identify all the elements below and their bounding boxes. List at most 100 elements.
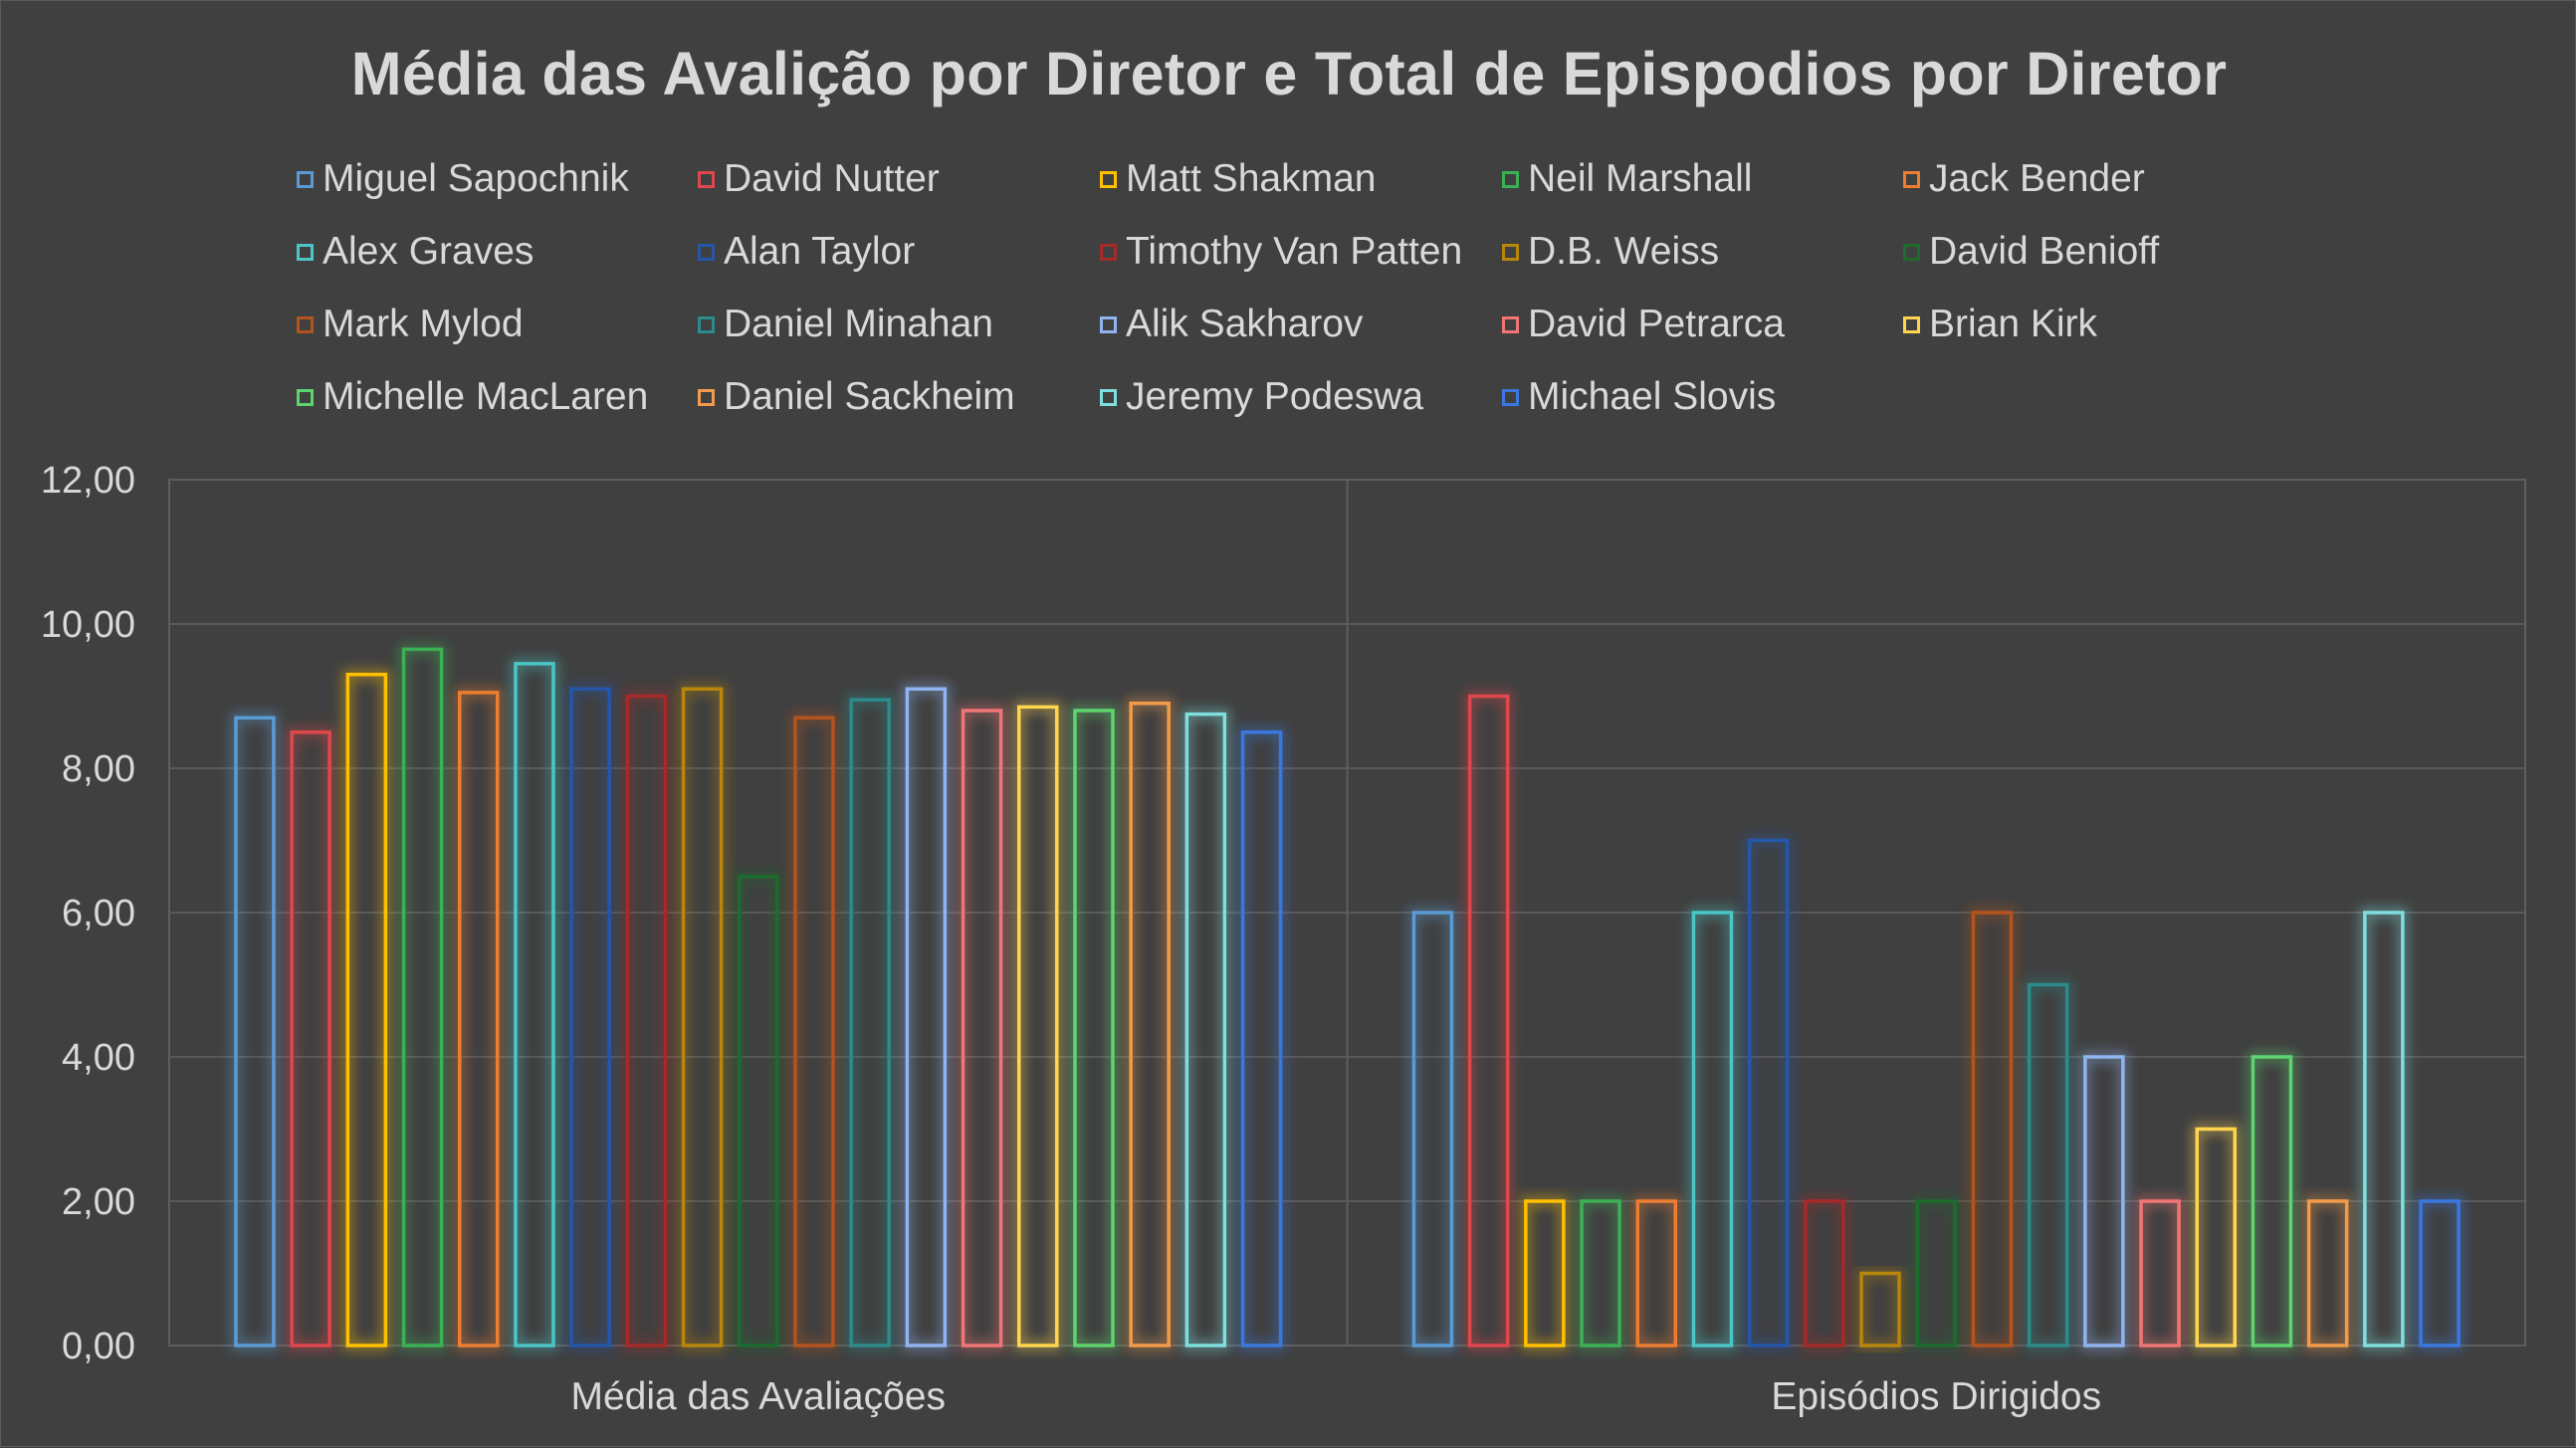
bar-glow	[2136, 1196, 2185, 1350]
bar-glow	[287, 726, 335, 1350]
y-tick-label: 12,00	[41, 460, 135, 502]
bar-glow	[2359, 908, 2408, 1350]
legend-label: Michael Slovis	[1528, 375, 1777, 418]
legend-item-jack-bender[interactable]: Jack Bender	[1903, 154, 2145, 204]
legend-item-david-nutter[interactable]: David Nutter	[698, 154, 940, 204]
bar-glow	[1408, 908, 1457, 1350]
bar-glow	[1744, 835, 1793, 1350]
bar-glow	[846, 695, 895, 1350]
legend-label: David Benioff	[1929, 230, 2160, 273]
legend-swatch	[698, 170, 715, 188]
bar-d-b-weiss-media-das-avaliacoes	[681, 687, 724, 1347]
legend-swatch	[1100, 243, 1117, 261]
bar-glow	[1688, 908, 1737, 1350]
bar-glow	[342, 669, 391, 1350]
bar-mark-mylod-episodios-dirigidos	[1971, 911, 2014, 1347]
legend-item-david-benioff[interactable]: David Benioff	[1903, 227, 2159, 277]
legend-label: Timothy Van Patten	[1126, 230, 1463, 273]
legend-swatch	[1903, 315, 1920, 333]
legend-swatch	[1903, 243, 1920, 261]
legend-item-michael-slovis[interactable]: Michael Slovis	[1502, 372, 1776, 422]
legend-item-mark-mylod[interactable]: Mark Mylod	[297, 300, 524, 349]
bar-mark-mylod-media-das-avaliacoes	[793, 716, 835, 1347]
bar-glow	[1912, 1196, 1961, 1350]
legend-item-d-b-weiss[interactable]: D.B. Weiss	[1502, 227, 1719, 277]
legend-item-david-petrarca[interactable]: David Petrarca	[1502, 300, 1785, 349]
legend-item-daniel-minahan[interactable]: Daniel Minahan	[698, 300, 993, 349]
legend-label: Neil Marshall	[1528, 157, 1753, 200]
bar-david-petrarca-media-das-avaliacoes	[961, 709, 1003, 1347]
bar-glow	[958, 706, 1006, 1350]
y-tick-label: 2,00	[62, 1181, 135, 1223]
legend-swatch	[1502, 170, 1519, 188]
bar-glow	[1464, 691, 1513, 1350]
legend-swatch	[698, 315, 715, 333]
legend-item-brian-kirk[interactable]: Brian Kirk	[1903, 300, 2097, 349]
bar-glow	[2024, 979, 2072, 1350]
legend-label: Alex Graves	[322, 230, 535, 273]
bar-glow	[1800, 1196, 1848, 1350]
legend-swatch	[1502, 243, 1519, 261]
bar-michelle-maclaren-media-das-avaliacoes	[1073, 709, 1115, 1347]
bar-daniel-minahan-episodios-dirigidos	[2027, 982, 2069, 1347]
y-tick-label: 8,00	[62, 748, 135, 790]
legend-item-matt-shakman[interactable]: Matt Shakman	[1100, 154, 1376, 204]
legend-item-alan-taylor[interactable]: Alan Taylor	[698, 227, 915, 277]
bar-glow	[398, 644, 447, 1350]
y-tick-label: 6,00	[62, 893, 135, 934]
legend-label: Michelle MacLaren	[322, 375, 649, 418]
legend-label: David Nutter	[724, 157, 940, 200]
legend-swatch	[1903, 170, 1920, 188]
bar-david-benioff-media-das-avaliacoes	[738, 875, 779, 1347]
bar-brian-kirk-episodios-dirigidos	[2195, 1127, 2237, 1347]
bar-glow	[454, 687, 503, 1350]
bar-daniel-sackheim-media-das-avaliacoes	[1129, 702, 1171, 1347]
bar-alik-sakharov-episodios-dirigidos	[2083, 1055, 2125, 1347]
bar-david-nutter-episodios-dirigidos	[1467, 694, 1510, 1347]
legend-item-jeremy-podeswa[interactable]: Jeremy Podeswa	[1100, 372, 1423, 422]
y-tick-label: 10,00	[41, 604, 135, 646]
bar-glow	[566, 684, 615, 1350]
legend-swatch	[1502, 388, 1519, 406]
legend-item-neil-marshall[interactable]: Neil Marshall	[1502, 154, 1752, 204]
bar-brian-kirk-media-das-avaliacoes	[1017, 705, 1059, 1347]
legend-label: Miguel Sapochnik	[322, 157, 629, 200]
bar-michael-slovis-media-das-avaliacoes	[1240, 730, 1283, 1347]
bar-jeremy-podeswa-media-das-avaliacoes	[1184, 712, 1227, 1347]
chart-title: Média das Avalição por Diretor e Total d…	[350, 40, 2228, 107]
bar-glow	[230, 713, 279, 1350]
legend-label: Alan Taylor	[724, 230, 916, 273]
bar-michelle-maclaren-episodios-dirigidos	[2251, 1055, 2293, 1347]
bar-glow	[1577, 1196, 1625, 1350]
bar-alik-sakharov-media-das-avaliacoes	[905, 687, 948, 1347]
bar-glow	[622, 691, 671, 1350]
legend-item-michelle-maclaren[interactable]: Michelle MacLaren	[297, 372, 648, 422]
bar-glow	[1013, 702, 1062, 1350]
bar-glow	[1856, 1268, 1905, 1350]
bar-miguel-sapochnik-episodios-dirigidos	[1411, 911, 1454, 1347]
bar-michael-slovis-episodios-dirigidos	[2419, 1199, 2461, 1347]
bar-glow	[678, 684, 727, 1350]
x-category-label: Média das Avaliações	[570, 1375, 946, 1418]
bar-glow	[1126, 698, 1175, 1350]
legend-swatch	[297, 388, 314, 406]
bar-matt-shakman-episodios-dirigidos	[1524, 1199, 1566, 1347]
legend-swatch	[1100, 315, 1117, 333]
bar-daniel-sackheim-episodios-dirigidos	[2306, 1199, 2349, 1347]
legend-item-timothy-van-patten[interactable]: Timothy Van Patten	[1100, 227, 1462, 277]
bar-neil-marshall-episodios-dirigidos	[1580, 1199, 1621, 1347]
bar-d-b-weiss-episodios-dirigidos	[1859, 1271, 1901, 1347]
legend-item-alex-graves[interactable]: Alex Graves	[297, 227, 534, 277]
bar-glow	[1520, 1196, 1569, 1350]
bar-david-benioff-episodios-dirigidos	[1915, 1199, 1957, 1347]
legend-item-daniel-sackheim[interactable]: Daniel Sackheim	[698, 372, 1015, 422]
legend-item-miguel-sapochnik[interactable]: Miguel Sapochnik	[297, 154, 629, 204]
legend-item-alik-sakharov[interactable]: Alik Sakharov	[1100, 300, 1363, 349]
bar-glow	[1237, 726, 1286, 1350]
x-category-label: Episódios Dirigidos	[1771, 1375, 2101, 1418]
legend-label: Alik Sakharov	[1126, 303, 1364, 345]
bar-jack-bender-episodios-dirigidos	[1635, 1199, 1677, 1347]
legend-swatch	[297, 170, 314, 188]
